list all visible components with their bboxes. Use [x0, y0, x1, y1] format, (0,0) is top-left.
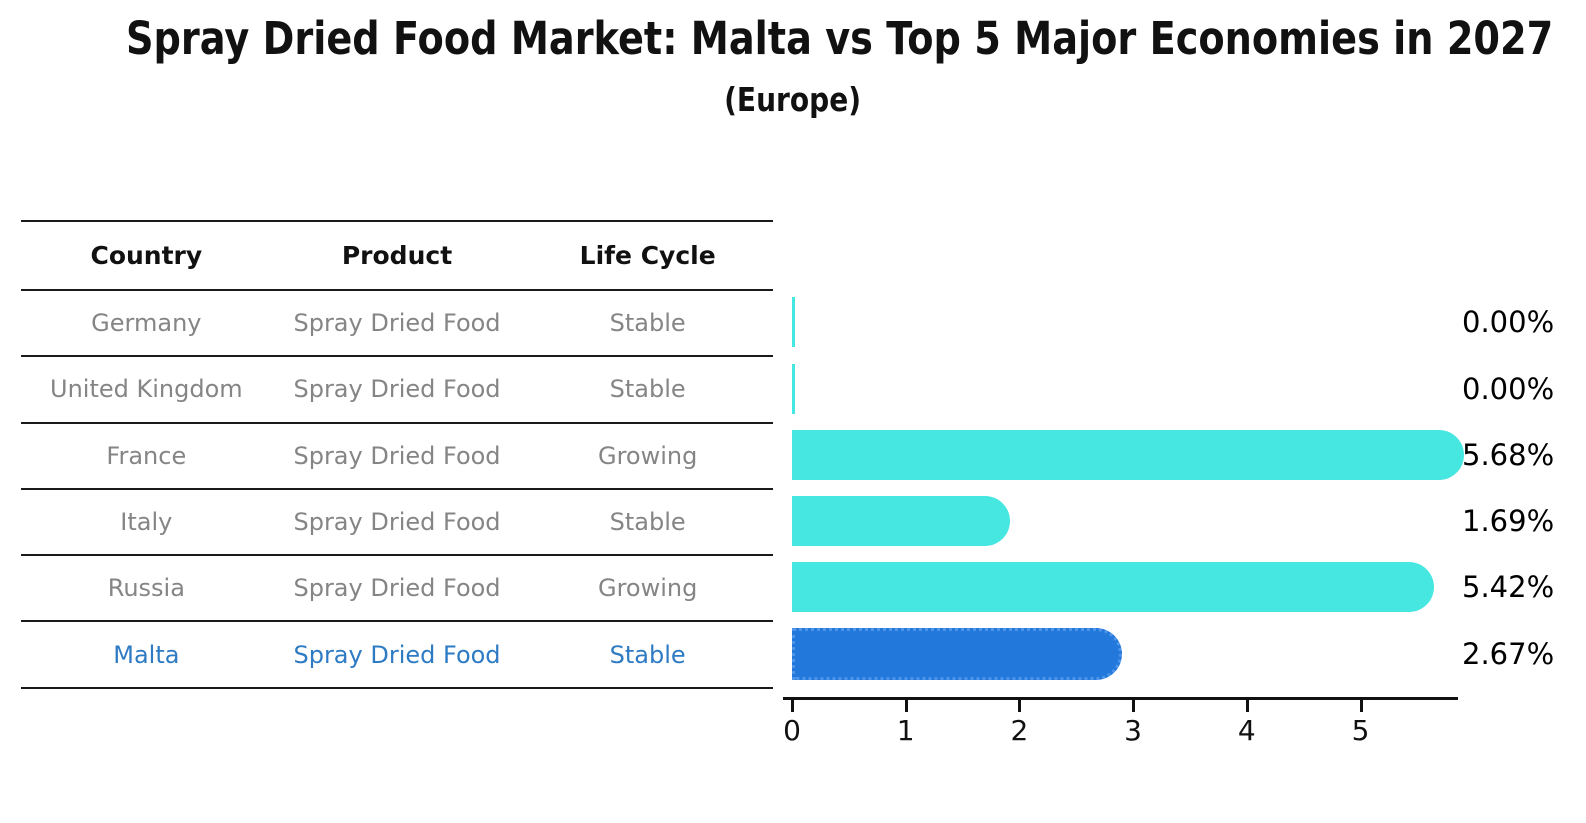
table-row-russia: Russia Spray Dried Food Growing — [21, 556, 773, 623]
x-axis-tick-2 — [1018, 700, 1022, 712]
bar-france — [792, 429, 1464, 480]
life-cycle-cell: Stable — [609, 508, 686, 537]
chart-title-text: Spray Dried Food Market: Malta vs Top 5 … — [125, 12, 1554, 65]
country-cell: Russia — [107, 574, 185, 603]
product-cell: Spray Dried Food — [293, 508, 501, 537]
x-axis-tick-label-0: 0 — [783, 714, 801, 747]
x-axis-tick-label-4: 4 — [1237, 714, 1256, 747]
table-row-malta: Malta Spray Dried Food Stable — [21, 622, 773, 689]
chart-subtitle: (Europe) — [0, 80, 1586, 119]
country-table: Country Product Life Cycle Germany Spray Dri… — [21, 220, 773, 689]
life-cycle-cell: Growing — [597, 441, 698, 470]
x-axis-tick-4 — [1245, 700, 1249, 712]
x-axis-tick-label-5: 5 — [1351, 714, 1370, 747]
life-cycle-cell: Growing — [597, 574, 698, 603]
x-axis-tick-label-2: 2 — [1010, 714, 1029, 747]
bar-germany — [792, 297, 795, 348]
x-axis-line — [783, 697, 1458, 700]
product-cell: Spray Dried Food — [293, 574, 501, 603]
bar-malta — [792, 627, 1122, 680]
x-axis-tick-label-1: 1 — [896, 714, 915, 747]
product-cell: Spray Dried Food — [293, 441, 501, 470]
product-cell: Spray Dried Food — [293, 309, 501, 338]
x-axis-tick-3 — [1132, 700, 1136, 712]
table-header-country: Country — [90, 241, 203, 270]
table-header-row: Country Product Life Cycle — [21, 222, 773, 291]
bar-russia — [792, 562, 1435, 613]
country-cell: United Kingdom — [50, 375, 243, 404]
x-axis-tick-0 — [791, 700, 794, 712]
value-label-france: 5.68% — [1462, 437, 1555, 472]
table-row-france: France Spray Dried Food Growing — [21, 424, 773, 490]
table-row-united-kingdom: United Kingdom Spray Dried Food Stable — [21, 357, 773, 424]
table-row-germany: Germany Spray Dried Food Stable — [21, 291, 773, 358]
table-row-italy: Italy Spray Dried Food Stable — [21, 490, 773, 557]
value-label-russia: 5.42% — [1462, 570, 1555, 605]
table-header-life-cycle: Life Cycle — [579, 241, 716, 270]
value-label-united-kingdom: 0.00% — [1462, 371, 1555, 406]
life-cycle-cell: Stable — [609, 309, 686, 338]
product-cell: Spray Dried Food — [293, 640, 501, 669]
value-label-germany: 0.00% — [1462, 305, 1555, 340]
x-axis-tick-label-3: 3 — [1124, 714, 1142, 747]
x-axis-tick-5 — [1359, 700, 1363, 712]
table-header-product: Product — [341, 241, 453, 270]
product-cell: Spray Dried Food — [293, 375, 501, 404]
value-label-malta: 2.67% — [1462, 636, 1555, 671]
chart-title: Spray Dried Food Market: Malta vs Top 5 … — [0, 12, 1586, 65]
x-axis-tick-1 — [904, 700, 908, 712]
bar-italy — [792, 496, 1011, 547]
life-cycle-cell: Stable — [609, 375, 686, 404]
country-cell: France — [106, 441, 187, 470]
life-cycle-cell: Stable — [609, 640, 686, 669]
bar-united-kingdom — [792, 363, 795, 414]
country-cell: Germany — [91, 309, 202, 338]
value-label-italy: 1.69% — [1462, 504, 1555, 539]
chart-subtitle-text: (Europe) — [724, 80, 862, 119]
country-cell: Malta — [113, 640, 180, 669]
country-cell: Italy — [120, 508, 173, 537]
